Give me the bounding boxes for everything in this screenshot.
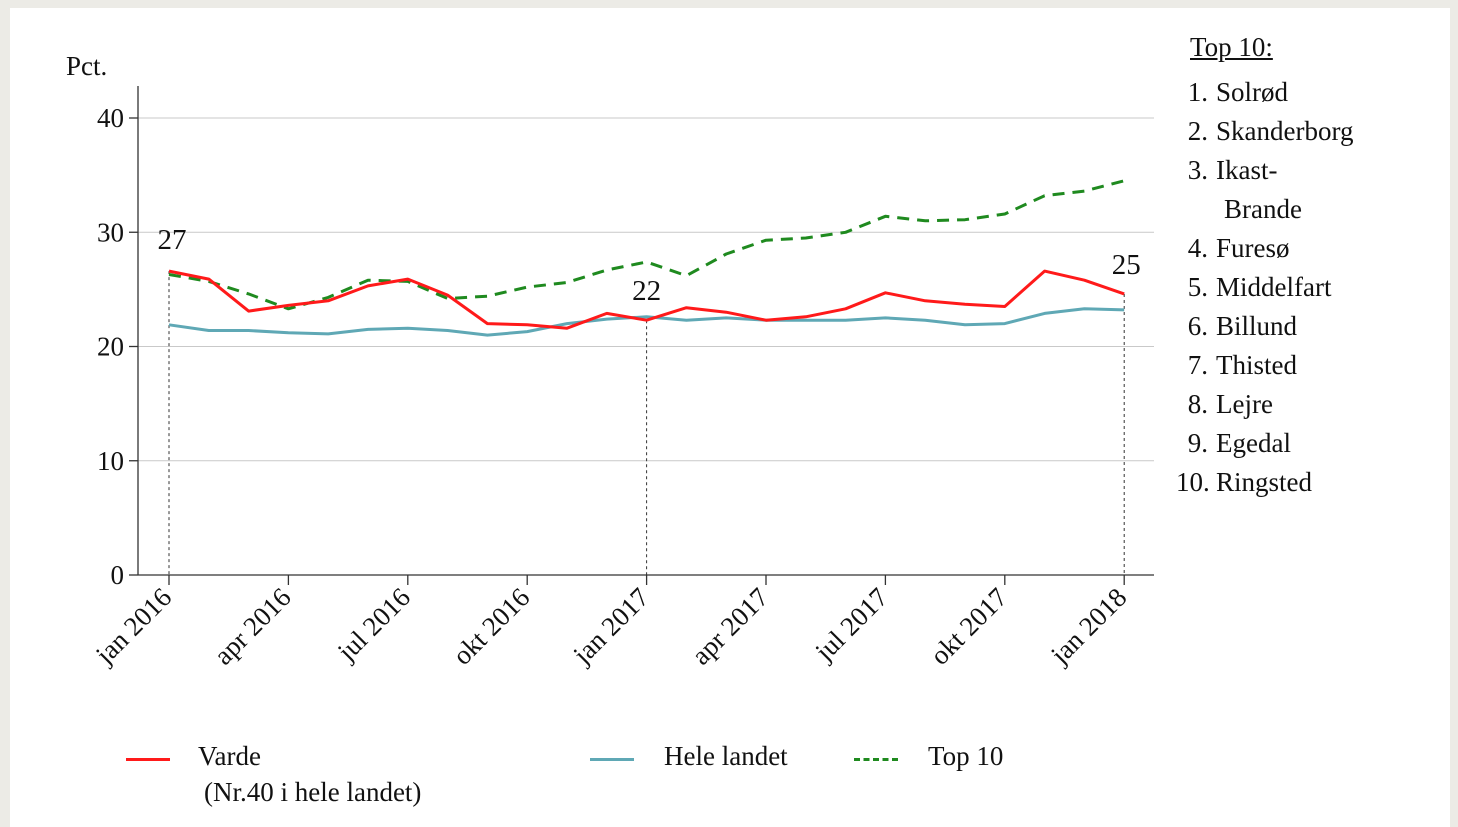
- top10-item-rank: 2.: [1187, 116, 1208, 146]
- axis-labels: 0 10 20 30 40 jan 2016 apr 2016 jul 2016 okt 201…: [89, 103, 1141, 671]
- x-tick-label: jan 2017: [567, 582, 655, 670]
- x-tick-label: jan 2016: [89, 582, 177, 670]
- top10-item-rank: 8.: [1187, 389, 1208, 419]
- top10-item-name: Billund: [1216, 311, 1298, 341]
- chart-frame: 0 10 20 30 40 jan 2016 apr 2016 jul 2016 okt 201…: [10, 8, 1450, 827]
- top10-item: Brande: [1176, 190, 1446, 229]
- top10-item: 9. Egedal: [1176, 424, 1446, 463]
- series-lines: [168, 179, 1125, 337]
- top10-item: 8. Lejre: [1176, 385, 1446, 424]
- top10-item-rank: 9.: [1187, 428, 1208, 458]
- legend-swatch-varde: [126, 758, 170, 761]
- y-tick-label: 40: [97, 103, 124, 133]
- y-tick-label: 10: [97, 446, 124, 476]
- top10-item: 1. Solrød: [1176, 73, 1446, 112]
- top10-item-name: Brande: [1224, 194, 1302, 224]
- x-tick-label: jan 2018: [1044, 582, 1132, 670]
- y-tick-label: 0: [111, 560, 125, 590]
- top10-item-rank: 6.: [1187, 311, 1208, 341]
- legend-label-hele-landet: Hele landet: [664, 741, 788, 771]
- x-tick-label: okt 2017: [924, 582, 1013, 671]
- top10-item-rank: 4.: [1187, 233, 1208, 263]
- top10-item: 2. Skanderborg: [1176, 112, 1446, 151]
- annotation-label: 25: [1112, 249, 1141, 281]
- top10-item: 5. Middelfart: [1176, 268, 1446, 307]
- line-chart: 0 10 20 30 40 jan 2016 apr 2016 jul 2016 okt 201…: [66, 51, 1154, 671]
- y-tick-label: 20: [97, 332, 124, 362]
- top10-item-name: Middelfart: [1216, 272, 1332, 302]
- annotation-guides: [168, 271, 1125, 575]
- top10-item-name: Egedal: [1216, 428, 1291, 458]
- top10-item-rank: 7.: [1187, 350, 1208, 380]
- legend: Varde (Nr.40 i hele landet) Hele landet …: [120, 740, 1120, 820]
- top10-item-rank: 1.: [1187, 77, 1208, 107]
- grid-lines: [138, 117, 1154, 462]
- legend-label-top10: Top 10: [928, 741, 1004, 771]
- legend-swatch-top10: [854, 758, 898, 761]
- top10-item-name: Skanderborg: [1216, 116, 1354, 146]
- top10-item: 4. Furesø: [1176, 229, 1446, 268]
- top10-item-rank: 5.: [1187, 272, 1208, 302]
- annotation-label: 22: [632, 275, 661, 307]
- top10-item-name: Furesø: [1216, 233, 1290, 263]
- top10-item-rank: 10.: [1176, 467, 1210, 497]
- top10-list: 1. Solrød 2. Skanderborg 3. Ikast- Brande 4. Fur…: [1176, 73, 1446, 502]
- top10-item: 3. Ikast-: [1176, 151, 1446, 190]
- legend-label-varde: Varde: [198, 741, 261, 771]
- legend-sublabel-varde: (Nr.40 i hele landet): [204, 777, 422, 807]
- top10-item-name: Ikast-: [1216, 155, 1278, 185]
- x-tick-label: jul 2016: [331, 582, 416, 667]
- axes: [129, 86, 1154, 585]
- top10-item-name: Lejre: [1216, 389, 1273, 419]
- top10-panel: Top 10: 1. Solrød 2. Skanderborg 3. Ikast- Bra…: [1176, 28, 1446, 502]
- top10-item: 7. Thisted: [1176, 346, 1446, 385]
- top10-item-name: Solrød: [1216, 77, 1289, 107]
- series-line-top-10: [168, 179, 1125, 311]
- x-tick-label: apr 2016: [208, 582, 297, 671]
- top10-item-name: Thisted: [1216, 350, 1297, 380]
- y-tick-label: 30: [97, 217, 124, 247]
- x-tick-label: apr 2017: [686, 582, 775, 671]
- y-axis-label: Pct.: [66, 51, 107, 81]
- top10-item-name: Ringsted: [1216, 467, 1313, 497]
- series-line-varde: [168, 269, 1125, 330]
- top10-item-rank: 3.: [1187, 155, 1208, 185]
- legend-swatch-hele-landet: [590, 758, 634, 761]
- x-tick-label: okt 2016: [447, 582, 536, 671]
- top10-item: 6. Billund: [1176, 307, 1446, 346]
- top10-title: Top 10:: [1190, 32, 1273, 62]
- x-tick-label: jul 2017: [809, 582, 894, 667]
- top10-item: 10. Ringsted: [1176, 463, 1446, 502]
- annotation-label: 27: [158, 224, 187, 256]
- series-line-hele-landet: [168, 307, 1125, 337]
